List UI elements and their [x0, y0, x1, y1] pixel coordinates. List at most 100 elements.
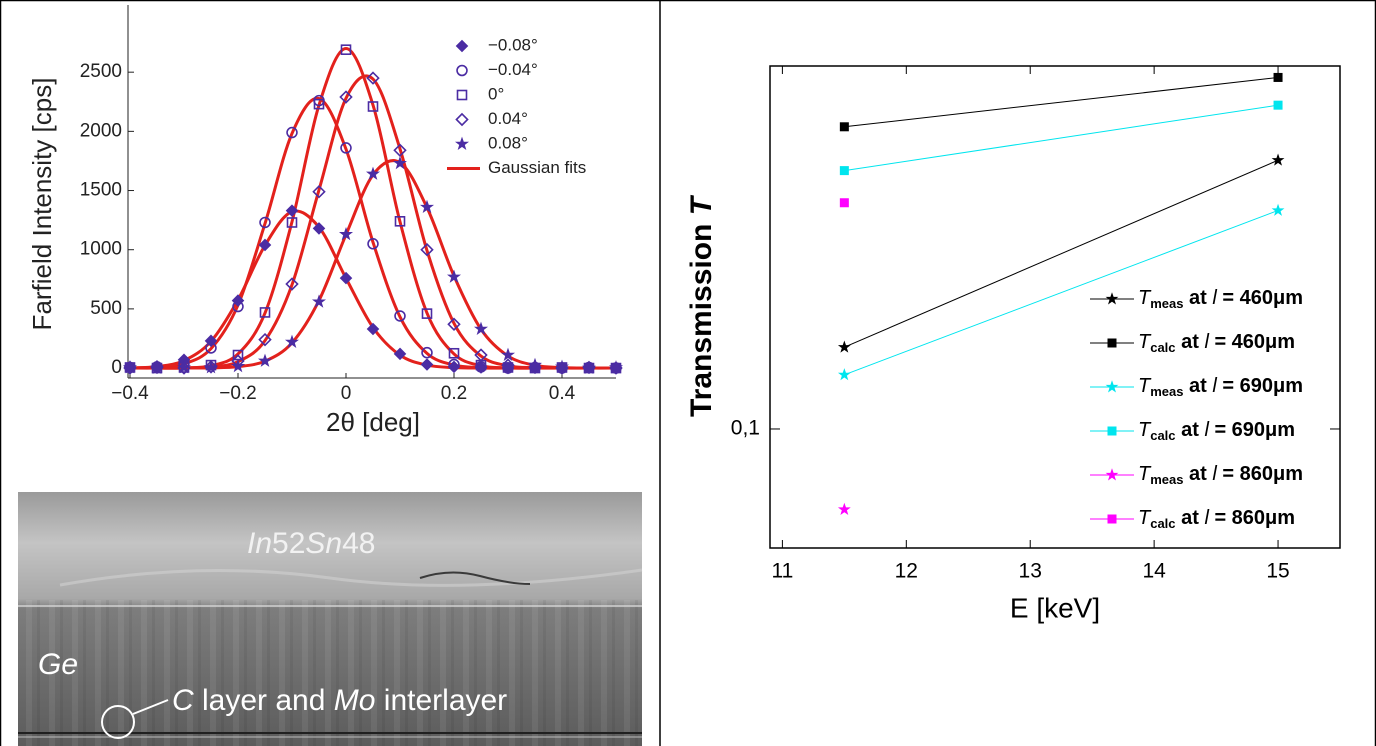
x-axis-label: E [keV] [1010, 592, 1100, 623]
label-part: l [1204, 331, 1209, 353]
marker [230, 358, 246, 373]
label-part: calc [1150, 428, 1175, 443]
label-part: at [1183, 463, 1212, 485]
legend-label: Gaussian fits [488, 158, 586, 177]
legend-label: Tcalc at l = 460μm [1138, 331, 1295, 355]
marker [447, 317, 461, 331]
y-tick-label: 2500 [80, 61, 122, 82]
marker [367, 101, 379, 112]
marker [837, 502, 851, 515]
marker [454, 136, 470, 150]
label-part: T [1138, 331, 1152, 353]
micrograph-texture [59, 568, 643, 587]
layer-label: C layer and Mo interlayer [172, 684, 507, 717]
y-axis-label: Transmission T [685, 194, 718, 417]
legend-label: 0.08° [488, 133, 528, 152]
x-axis-label: 2θ [deg] [326, 407, 420, 437]
marker [312, 222, 326, 235]
marker [1107, 514, 1117, 524]
label-part: l [1212, 287, 1217, 309]
marker [393, 347, 407, 361]
marker [448, 358, 460, 371]
label-part: calc [1150, 516, 1175, 531]
marker [285, 204, 299, 217]
marker [205, 342, 217, 354]
label-part: layer and [194, 684, 334, 717]
marker [259, 307, 271, 318]
fit-line [129, 209, 616, 370]
marker [455, 39, 469, 53]
fit-line [129, 47, 616, 370]
marker [232, 300, 244, 313]
marker [312, 185, 326, 199]
marker [259, 216, 271, 229]
label-part: T [1138, 375, 1152, 397]
label-part: T [1138, 507, 1152, 529]
marker [339, 90, 353, 104]
label-part: T [1138, 463, 1152, 485]
label-part: Mo [334, 684, 376, 717]
plot-frame [769, 65, 1341, 549]
y-tick-label: 0 [111, 357, 122, 378]
label-part: = 460μm [1209, 331, 1295, 353]
label-part: C [172, 684, 194, 717]
marker [204, 334, 218, 348]
label-part: at [1183, 287, 1212, 309]
label-part: l [1212, 463, 1217, 485]
y-tick-label: 1500 [80, 180, 122, 201]
label-part: Transmission [685, 215, 718, 417]
marker [528, 360, 542, 375]
marker [421, 346, 433, 359]
marker [1105, 468, 1119, 481]
marker [500, 347, 516, 361]
marker [286, 217, 298, 228]
label-part: interlayer [375, 684, 507, 717]
micrograph-texture [18, 600, 642, 746]
marker [608, 360, 624, 374]
marker [286, 126, 298, 139]
legend-label: Tcalc at l = 690μm [1138, 419, 1295, 443]
marker [366, 71, 380, 85]
label-part: at [1176, 507, 1205, 529]
legend-label: Tmeas at l = 690μm [1138, 375, 1303, 399]
label-part: at [1176, 331, 1205, 353]
marker [839, 198, 849, 208]
marker [1105, 292, 1119, 305]
x-tick-label: 11 [771, 560, 793, 583]
marker [203, 360, 219, 374]
label-part: = 690μm [1217, 375, 1303, 397]
fit-line [130, 159, 617, 370]
marker [1107, 338, 1117, 348]
label-part: = 690μm [1209, 419, 1295, 441]
marker [554, 359, 570, 373]
label-part: l [1204, 419, 1209, 441]
marker [258, 332, 272, 347]
layer-label: In52Sn48 [247, 527, 375, 560]
label-part: meas [1150, 472, 1183, 487]
marker [258, 238, 272, 252]
series-line [844, 104, 1279, 172]
marker [837, 340, 851, 353]
label-part: at [1183, 375, 1212, 397]
marker [527, 357, 543, 372]
marker [366, 322, 380, 336]
marker [204, 360, 218, 374]
label-part: T [685, 194, 718, 215]
y-tick-label: 2000 [80, 120, 122, 141]
marker [311, 294, 327, 308]
label-part: = 860μm [1217, 463, 1303, 485]
x-tick-label: −0.2 [219, 383, 257, 404]
label-part: at [1176, 419, 1205, 441]
label-part: l [1212, 375, 1217, 397]
callout-circle [101, 705, 135, 739]
label-part: = 860μm [1209, 507, 1295, 529]
marker [392, 155, 408, 170]
series-line [844, 209, 1279, 376]
label-part: calc [1150, 340, 1175, 355]
legend-label: Tcalc at l = 860μm [1138, 507, 1295, 531]
series-line [844, 159, 1279, 348]
label-part: T [1138, 287, 1152, 309]
x-tick-label: 0 [341, 383, 352, 404]
